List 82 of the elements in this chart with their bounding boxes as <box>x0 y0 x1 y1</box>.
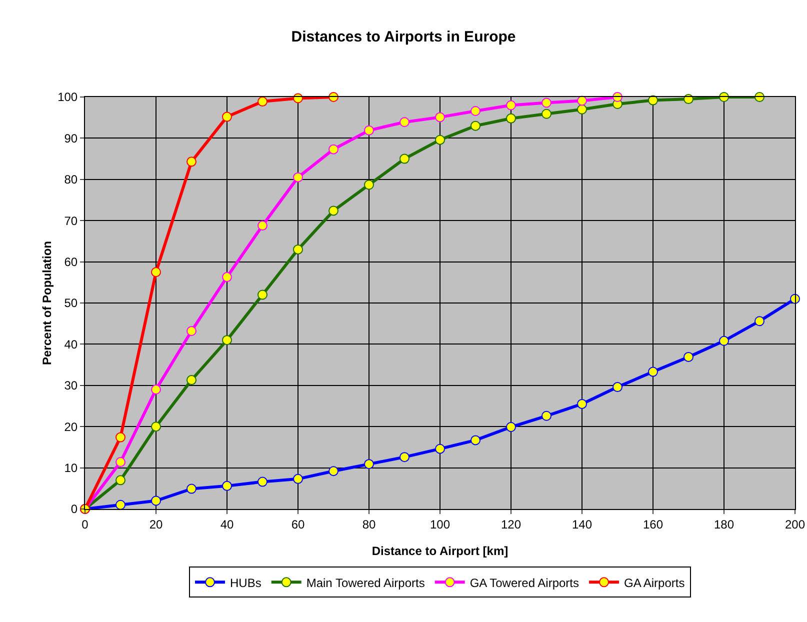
point <box>364 180 374 190</box>
point <box>186 326 196 336</box>
y-tick-label: 100 <box>58 90 78 104</box>
point <box>542 410 552 421</box>
point <box>116 432 126 442</box>
point <box>151 384 161 395</box>
point <box>258 96 268 107</box>
legend-label: GA Towered Airports <box>470 576 580 590</box>
point <box>222 112 232 122</box>
point <box>470 106 480 116</box>
point <box>328 466 338 476</box>
point <box>222 335 232 346</box>
point <box>577 398 587 409</box>
y-tick-label: 20 <box>64 420 78 434</box>
x-tick-label: 180 <box>714 517 734 532</box>
point <box>222 480 232 491</box>
point <box>754 316 764 326</box>
point <box>648 366 658 377</box>
x-tick-label: 200 <box>784 517 806 532</box>
y-tick-label: 80 <box>64 172 78 187</box>
y-tick-label: 10 <box>64 461 78 475</box>
y-tick-label: 50 <box>64 296 78 310</box>
point <box>222 272 232 282</box>
point <box>577 96 587 106</box>
point <box>364 459 374 470</box>
point <box>506 100 516 110</box>
point <box>293 244 303 254</box>
y-tick-label: 30 <box>64 378 78 393</box>
chart-title: Distances to Airports in Europe <box>291 28 516 46</box>
x-tick-label: 140 <box>572 517 592 532</box>
point <box>293 474 303 484</box>
point <box>328 144 338 154</box>
y-tick-label: 90 <box>64 131 78 146</box>
point <box>151 267 161 278</box>
x-tick-label: 20 <box>149 517 163 532</box>
point <box>719 336 729 346</box>
point <box>684 352 694 362</box>
point <box>435 444 445 454</box>
y-tick-label: 0 <box>70 502 78 516</box>
point <box>364 125 374 136</box>
point <box>435 134 445 145</box>
point <box>400 117 410 128</box>
point <box>612 382 622 392</box>
point <box>116 475 126 486</box>
point <box>258 220 268 231</box>
legend-label: Main Towered Airports <box>306 576 425 590</box>
x-tick-label: 0 <box>82 517 89 532</box>
point <box>470 120 480 131</box>
y-tick-label: 60 <box>64 255 78 269</box>
point <box>470 435 480 446</box>
point <box>542 108 552 119</box>
point <box>400 452 410 462</box>
x-tick-label: 120 <box>500 517 522 532</box>
point <box>293 172 303 182</box>
legend-label: GA Airports <box>624 576 685 590</box>
point <box>648 95 658 106</box>
x-tick-label: 80 <box>362 517 376 532</box>
y-tick-label: 40 <box>64 337 78 352</box>
point <box>151 422 161 432</box>
x-tick-label: 160 <box>642 517 664 532</box>
point <box>400 154 410 164</box>
point <box>328 206 338 216</box>
point <box>186 375 196 386</box>
point <box>435 112 445 122</box>
point <box>542 98 552 108</box>
point <box>116 457 126 468</box>
point <box>506 422 516 432</box>
point <box>577 104 587 114</box>
x-tick-label: 100 <box>430 517 450 532</box>
point <box>116 500 126 510</box>
x-tick-label: 60 <box>291 517 305 532</box>
point <box>186 156 196 167</box>
x-tick-label: 40 <box>220 517 234 532</box>
point <box>186 484 196 494</box>
point <box>258 476 268 487</box>
x-axis-title: Distance to Airport [km] <box>372 544 508 558</box>
legend-label: HUBs <box>230 576 262 590</box>
point <box>258 290 268 300</box>
y-tick-label: 70 <box>64 214 78 228</box>
y-axis-title: Percent of Population <box>40 240 54 366</box>
point <box>506 113 516 124</box>
point <box>151 496 161 506</box>
